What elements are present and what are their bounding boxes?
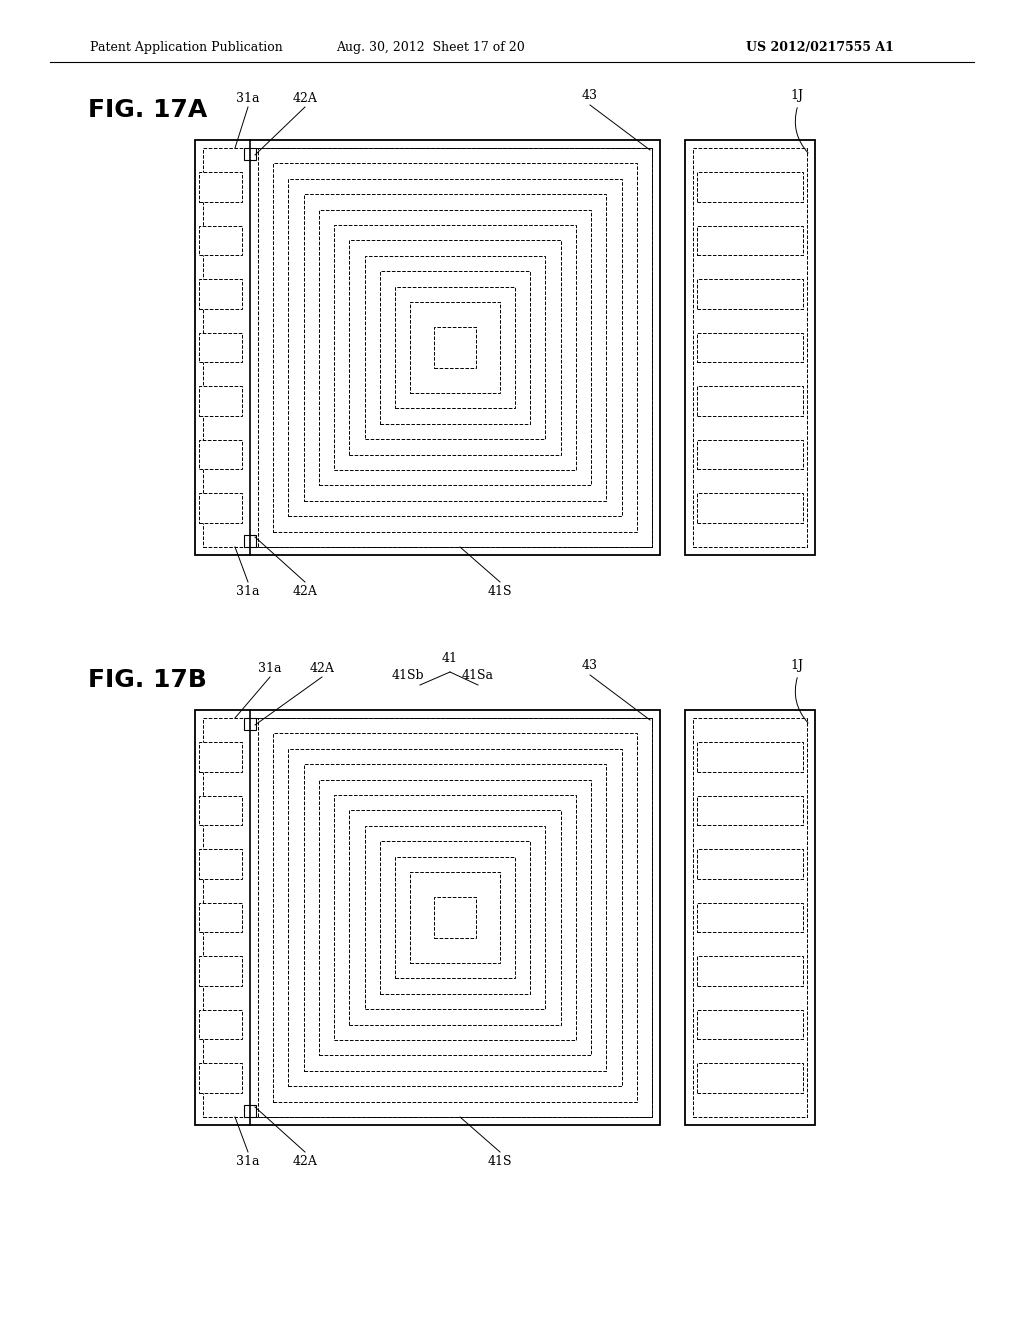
Bar xyxy=(318,210,591,486)
Bar xyxy=(697,494,803,523)
Bar xyxy=(244,718,256,730)
Bar xyxy=(697,387,803,416)
Bar xyxy=(273,734,637,1102)
Bar xyxy=(289,748,622,1086)
Bar xyxy=(304,764,606,1071)
Text: 1J: 1J xyxy=(790,659,803,672)
Bar xyxy=(697,172,803,202)
Bar xyxy=(334,795,575,1040)
Text: 43: 43 xyxy=(582,88,598,102)
Text: 31a: 31a xyxy=(237,92,260,106)
Bar xyxy=(365,826,546,1008)
Bar xyxy=(273,164,637,532)
Text: 42A: 42A xyxy=(293,585,317,598)
Bar xyxy=(199,280,242,309)
Text: 31a: 31a xyxy=(237,1155,260,1168)
Bar xyxy=(395,857,515,978)
Bar xyxy=(195,140,660,554)
Text: 42A: 42A xyxy=(309,663,335,675)
Text: 41Sb: 41Sb xyxy=(392,669,424,682)
Bar xyxy=(199,1010,242,1039)
Bar xyxy=(411,302,500,393)
Text: FIG. 17A: FIG. 17A xyxy=(88,98,207,121)
Bar xyxy=(195,710,660,1125)
Bar xyxy=(697,333,803,362)
Bar xyxy=(199,226,242,255)
Text: 41Sa: 41Sa xyxy=(462,669,494,682)
Bar xyxy=(697,280,803,309)
Bar xyxy=(697,956,803,986)
Bar xyxy=(380,272,530,424)
Text: 41S: 41S xyxy=(487,1155,512,1168)
Bar xyxy=(199,903,242,932)
Bar xyxy=(318,780,591,1055)
Text: US 2012/0217555 A1: US 2012/0217555 A1 xyxy=(746,41,894,54)
Bar xyxy=(244,535,256,546)
Bar xyxy=(434,326,476,368)
Bar xyxy=(199,494,242,523)
Text: 42A: 42A xyxy=(293,92,317,106)
Bar xyxy=(349,810,561,1024)
Bar xyxy=(395,286,515,408)
Bar xyxy=(199,742,242,771)
Bar xyxy=(203,148,652,546)
Bar xyxy=(380,841,530,994)
Text: 31a: 31a xyxy=(237,585,260,598)
Bar xyxy=(258,718,652,1117)
Bar xyxy=(693,718,807,1117)
Bar xyxy=(434,896,476,939)
Text: 43: 43 xyxy=(582,659,598,672)
Bar xyxy=(693,148,807,546)
Text: Aug. 30, 2012  Sheet 17 of 20: Aug. 30, 2012 Sheet 17 of 20 xyxy=(336,41,524,54)
Bar xyxy=(199,849,242,879)
Bar xyxy=(258,148,652,546)
Text: 41: 41 xyxy=(442,652,458,665)
Bar xyxy=(304,194,606,500)
Bar xyxy=(411,873,500,962)
Bar xyxy=(697,1064,803,1093)
Bar xyxy=(199,796,242,825)
Text: 42A: 42A xyxy=(293,1155,317,1168)
Bar xyxy=(697,1010,803,1039)
Bar xyxy=(697,849,803,879)
Bar xyxy=(365,256,546,440)
Text: FIG. 17B: FIG. 17B xyxy=(88,668,207,692)
Bar xyxy=(199,440,242,470)
Bar xyxy=(199,333,242,362)
Bar xyxy=(199,387,242,416)
Bar xyxy=(685,140,815,554)
Bar xyxy=(685,710,815,1125)
Bar xyxy=(199,956,242,986)
Bar xyxy=(697,903,803,932)
Bar xyxy=(697,796,803,825)
Bar xyxy=(334,226,575,470)
Bar xyxy=(349,240,561,454)
Bar xyxy=(199,1064,242,1093)
Text: 31a: 31a xyxy=(258,663,282,675)
Bar xyxy=(697,226,803,255)
Bar xyxy=(203,718,652,1117)
Bar xyxy=(244,148,256,160)
Text: 41S: 41S xyxy=(487,585,512,598)
Text: Patent Application Publication: Patent Application Publication xyxy=(90,41,283,54)
Bar xyxy=(697,440,803,470)
Bar xyxy=(199,172,242,202)
Bar xyxy=(244,1105,256,1117)
Bar xyxy=(697,742,803,771)
Text: 1J: 1J xyxy=(790,88,803,102)
Bar xyxy=(289,178,622,516)
